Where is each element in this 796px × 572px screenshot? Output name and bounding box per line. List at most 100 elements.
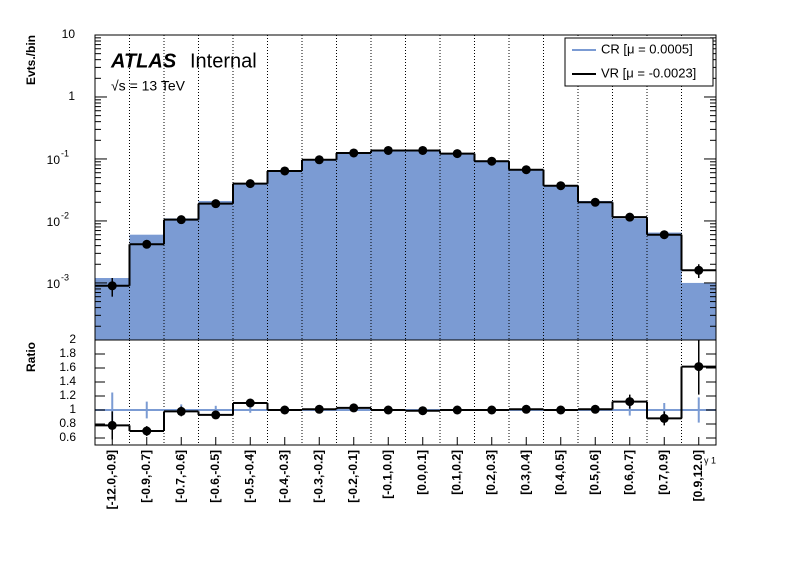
data-point (659, 230, 669, 240)
cr-bar (129, 234, 165, 340)
cr-bar (509, 169, 544, 340)
y-tick-label: 10 (47, 215, 61, 229)
x-tick-label: [0.4,0.5] (553, 450, 567, 495)
x-tick-label: [0.2,0.3] (484, 450, 498, 495)
x-tick-label: [-0.1,0.0] (380, 450, 394, 499)
ratio-point (694, 362, 704, 372)
x-tick-label: [-12.0,-0.9] (104, 450, 118, 509)
cr-bar (164, 218, 199, 340)
ratio-point (556, 405, 566, 415)
x-tick-label: [-0.2,-0.1] (346, 450, 360, 503)
cr-bar (371, 149, 406, 340)
ratio-point (245, 398, 255, 408)
ratio-y-tick-label: 1.2 (59, 388, 76, 402)
ratio-point (211, 410, 221, 420)
data-point (521, 165, 531, 175)
legend-label: VR [μ = -0.0023] (601, 65, 696, 80)
data-point (107, 281, 117, 291)
x-tick-label: [-0.6,-0.5] (208, 450, 222, 503)
x-tick-label: [-0.4,-0.3] (277, 450, 291, 503)
x-tick-label: [-0.7,-0.6] (173, 450, 187, 503)
cr-bar (267, 170, 303, 340)
cr-bar (578, 200, 613, 340)
data-point (280, 166, 290, 176)
ratio-y-tick-label: 0.8 (59, 416, 76, 430)
x-tick-label: [0.5,0.6] (587, 450, 601, 495)
y-tick-exponent: -1 (61, 148, 69, 158)
ratio-point (521, 404, 531, 414)
cr-bar (647, 232, 682, 340)
cr-bar (405, 149, 441, 340)
ratio-point (142, 426, 152, 436)
x-tick-label: [-0.9,-0.7] (139, 450, 153, 503)
energy: √s = 13 TeV (111, 78, 186, 94)
y-tick-label: 1 (68, 89, 75, 103)
ratio-group (95, 340, 716, 440)
ratio-point (487, 405, 497, 415)
data-point (590, 197, 600, 207)
data-point (452, 149, 462, 159)
ratio-y-tick-label: 2 (69, 332, 76, 346)
ratio-point (176, 406, 186, 416)
ratio-point (349, 403, 359, 413)
cr-bar (302, 159, 337, 340)
data-point (314, 155, 324, 165)
experiment: ATLAS (110, 50, 177, 72)
y-tick-label: 10 (47, 153, 61, 167)
ratio-point (280, 405, 290, 415)
data-point (487, 156, 497, 166)
legend-label: CR [μ = 0.0005] (601, 41, 693, 56)
ratio-y-tick-label: 1.6 (59, 360, 76, 374)
ratio-point (418, 406, 428, 416)
data-point (349, 148, 359, 158)
x-tick-label: [0.0,0.1] (415, 450, 429, 495)
cr-bar (336, 152, 372, 340)
data-point (142, 239, 152, 249)
x-tick-label: [-0.3,-0.2] (311, 450, 325, 503)
ratio-axis-label: Ratio (24, 342, 38, 372)
data-point (245, 179, 255, 189)
data-point (694, 265, 704, 275)
data-point (556, 181, 566, 191)
x-tick-label: [-0.5,-0.4] (242, 450, 256, 503)
cr-bar (474, 160, 510, 340)
ratio-y-tick-label: 1.4 (59, 374, 76, 388)
x-tick-label: [0.1,0.2] (449, 450, 463, 495)
cr-bar (681, 282, 717, 340)
ratio-point (590, 404, 600, 414)
ratio-point (107, 420, 117, 430)
ratio-point (625, 397, 635, 407)
x-axis-label: γ 1 (704, 455, 716, 465)
cr-bar (440, 152, 475, 340)
data-point (211, 199, 221, 209)
x-tick-label: [0.6,0.7] (622, 450, 636, 495)
data-point (383, 145, 393, 155)
cr-bar (612, 218, 648, 340)
cr-bar (543, 185, 579, 340)
ratio-point (314, 404, 324, 414)
ratio-y-tick-label: 1.8 (59, 346, 76, 360)
ratio-point (659, 413, 669, 423)
x-tick-label: [0.7,0.9] (656, 450, 670, 495)
data-point (625, 212, 635, 222)
legend-box (564, 37, 714, 87)
cr-bar (198, 200, 234, 340)
y-tick-label: 10 (47, 277, 61, 291)
ratio-point (452, 405, 462, 415)
ratio-y-tick-label: 1 (69, 402, 76, 416)
y-tick-exponent: -2 (61, 210, 69, 220)
y-tick-label: 10 (62, 27, 76, 41)
ratio-point (383, 405, 393, 415)
cr-bar (233, 183, 268, 340)
ratio-y-tick-label: 0.6 (59, 430, 76, 444)
status: Internal (190, 50, 257, 72)
data-point (418, 145, 428, 155)
data-point (176, 215, 186, 225)
y-tick-exponent: -3 (61, 272, 69, 282)
x-tick-label: [0.3,0.4] (518, 450, 532, 495)
y-axis-label: Evts./bin (24, 35, 38, 85)
x-tick-label: [0.9,12.0] (691, 450, 705, 501)
ratio-frame (94, 339, 717, 446)
